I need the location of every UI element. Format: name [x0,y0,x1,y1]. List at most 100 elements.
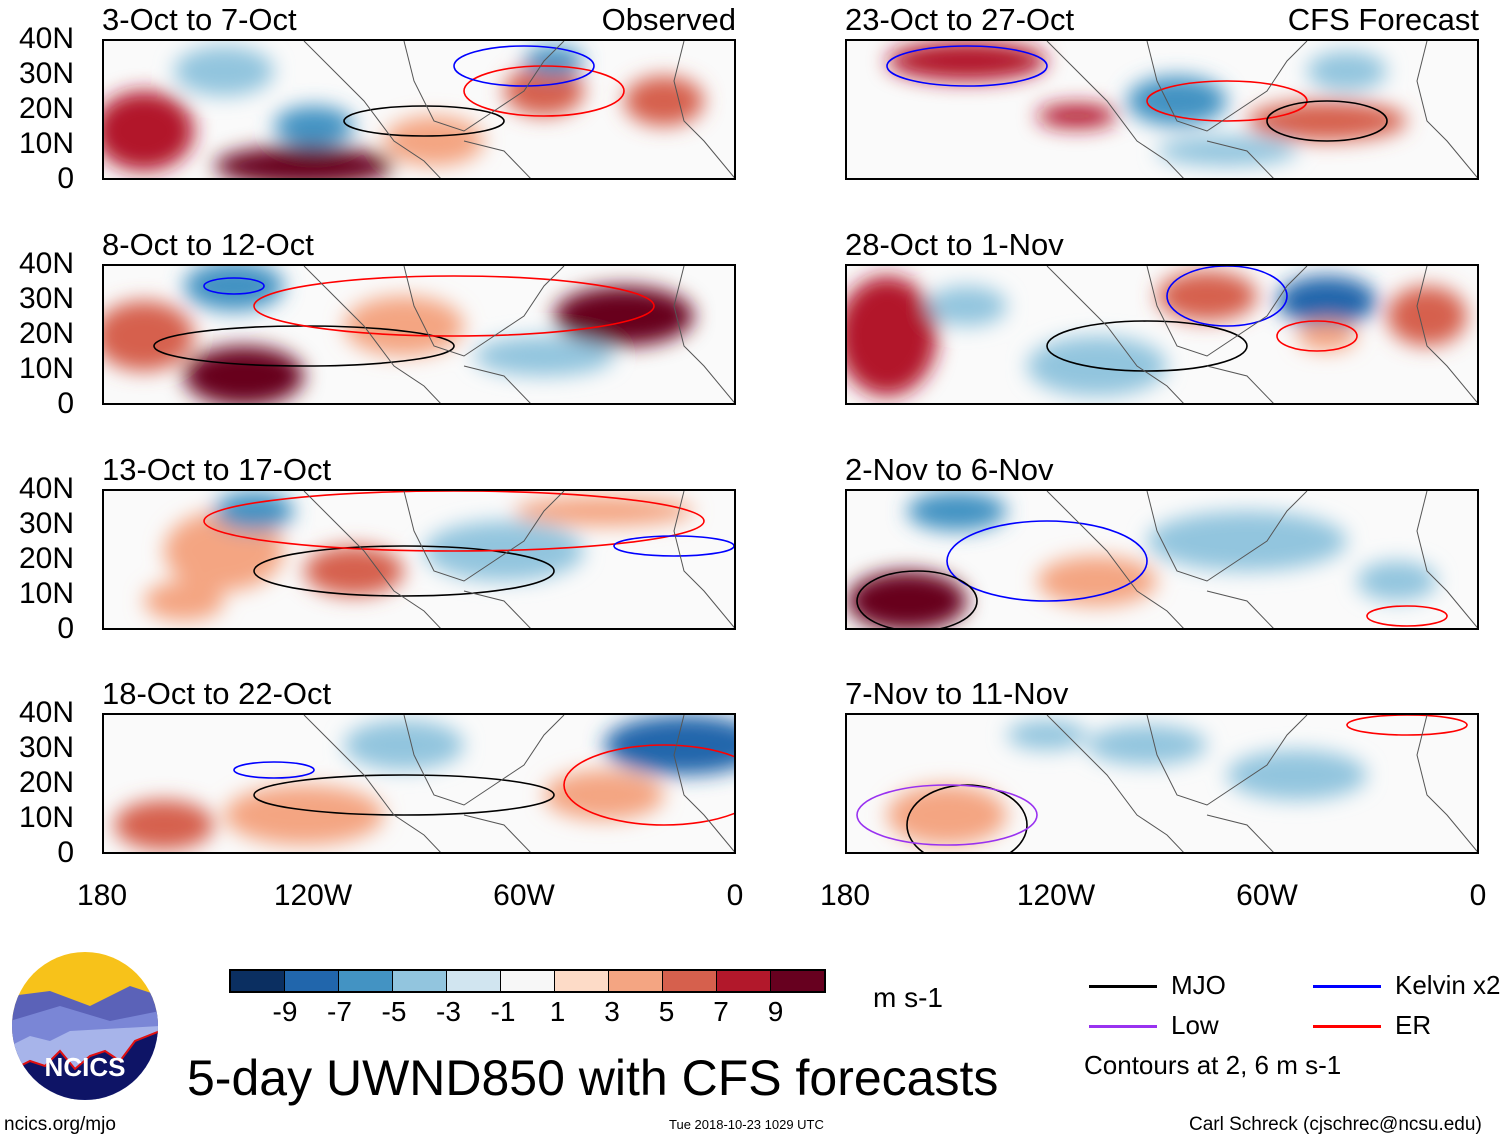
coastline [1046,266,1477,403]
anomaly-region [344,720,464,770]
anomaly-region [1307,51,1387,91]
anomaly-region [214,491,294,531]
anomaly-region [847,276,937,396]
colorbar-label: 7 [713,996,729,1027]
anomaly-region [1007,720,1087,750]
wave-contour [1166,266,1288,327]
anomaly-region [144,581,224,621]
anomaly-region [1227,750,1367,800]
ncics-logo: NCICS [12,952,158,1100]
panel-title: 7-Nov to 11-Nov [845,676,1069,711]
map-panel [845,39,1479,180]
source-link[interactable]: ncics.org/mjo [4,1114,116,1135]
map-panel [102,264,736,405]
map-panel [102,489,736,630]
credit: Carl Schreck (cjschrec@ncsu.edu) [1189,1114,1482,1135]
anomaly-region [304,546,404,596]
legend-label: Low [1171,1010,1219,1040]
colorbar-label: -5 [381,996,407,1027]
anomaly-region [114,800,214,850]
anomaly-region [1157,271,1257,321]
anomaly-region [1277,276,1377,326]
coastline [303,266,734,403]
longitude-label: 60W [1236,879,1298,912]
anomaly-region [887,41,1047,81]
latitude-label: 0 [57,162,74,195]
legend-line [1313,1025,1381,1028]
panel-title: 28-Oct to 1-Nov [845,227,1064,262]
panel-source-label: Observed [601,2,736,37]
colorbar-units: m s-1 [873,982,943,1013]
anomaly-region [1157,136,1297,166]
legend-line [1089,985,1157,988]
anomaly-region [1037,104,1117,128]
anomaly-region [927,286,1007,326]
colorbar-swatch [231,971,285,991]
coastline [303,41,734,178]
panel-title: 8-Oct to 12-Oct [102,227,314,262]
anomaly-region [504,66,584,116]
anomaly-region [1357,561,1437,601]
anomaly-region [214,146,394,178]
longitude-label: 0 [1469,879,1487,912]
latitude-label: 40N [18,22,74,55]
wave-contour [1366,605,1448,627]
wave-contour [613,535,734,557]
wave-contour [886,45,1048,87]
latitude-label: 10N [18,801,74,834]
latitude-label: 0 [57,612,74,645]
anomaly-region [1297,321,1357,351]
contour-note: Contours at 2, 6 m s-1 [1084,1050,1342,1080]
map-panel [102,39,736,180]
anomaly-region [274,106,354,146]
panel-title: 2-Nov to 6-Nov [845,452,1054,487]
colorbar-swatch [663,971,717,991]
wave-contour [856,570,978,628]
wave-contour [563,744,734,826]
latitude-label: 20N [18,542,74,575]
anomaly-region [1087,725,1207,765]
latitude-label: 40N [18,472,74,505]
svg-text:NCICS: NCICS [45,1052,126,1082]
latitude-label: 0 [57,836,74,869]
map-panel [845,489,1479,630]
coastline [1046,491,1477,628]
latitude-label: 20N [18,317,74,350]
wave-contour [1266,100,1388,142]
coastline [1046,41,1477,178]
latitude-label: 30N [18,282,74,315]
colorbar-label: 9 [767,996,784,1027]
anomaly-region [907,491,1007,531]
wave-contour [253,774,555,816]
wave-contour [253,545,555,597]
timestamp: Tue 2018-10-23 1029 UTC [669,1117,824,1132]
anomaly-region [847,571,967,628]
anomaly-region [184,266,284,311]
wave-contour [463,65,625,117]
colorbar-label: 5 [658,996,675,1027]
map-panel [845,264,1479,405]
coastline [303,715,734,852]
colorbar-label: -3 [436,996,461,1027]
coastline [303,491,734,628]
anomaly-region [624,76,704,126]
legend-label: Kelvin x2 [1395,970,1501,1000]
anomaly-region [184,346,304,403]
panel-title: 3-Oct to 7-Oct [102,2,297,37]
anomaly-region [344,296,464,356]
anomaly-region [224,785,384,845]
colorbar-label: 1 [549,996,566,1027]
wave-contour [1346,715,1468,736]
wave-contour [453,45,595,87]
colorbar-swatch [555,971,609,991]
colorbar-swatch [393,971,447,991]
colorbar-swatch [339,971,393,991]
longitude-label: 180 [819,879,871,912]
latitude-label: 30N [18,57,74,90]
latitude-label: 40N [18,696,74,729]
anomaly-region [1247,101,1407,141]
colorbar-label: -1 [490,996,516,1027]
colorbar-label: -9 [272,996,298,1027]
panel-title: 23-Oct to 27-Oct [845,2,1075,37]
